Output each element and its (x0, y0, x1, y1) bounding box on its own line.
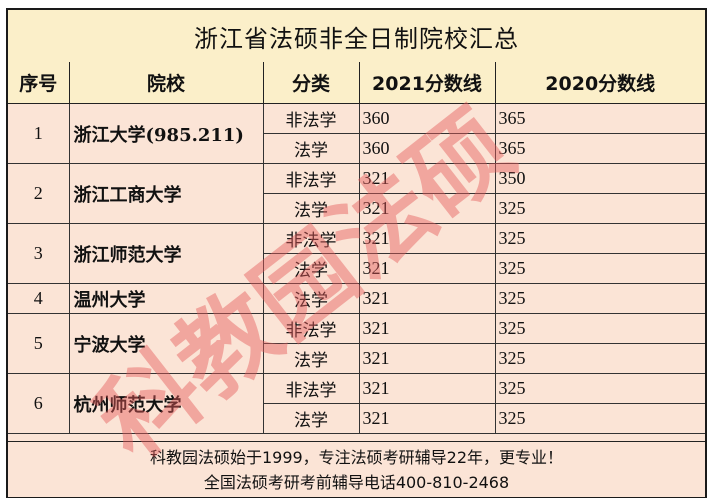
category-cell: 法学 (263, 403, 360, 434)
score-2021-cell: 321 (358, 253, 496, 284)
header-score-2021: 2021分数线 (358, 62, 496, 104)
footer-note: 科教园法硕始于1999，专注法硕考研辅导22年，更专业！ 全国法硕考研考前辅导电… (8, 441, 705, 497)
score-2021-cell: 321 (358, 373, 496, 404)
seq-cell: 2 (8, 163, 70, 224)
score-2021-cell: 321 (358, 163, 496, 194)
score-2020-cell: 325 (494, 253, 705, 284)
score-2021-cell: 321 (358, 283, 496, 314)
table-row: 法学 321 325 (8, 403, 705, 434)
header-school: 院校 (68, 62, 264, 104)
score-2021-cell: 360 (358, 133, 496, 164)
seq-cell: 6 (8, 373, 70, 434)
school-name-cell: 浙江大学(985.211) (68, 103, 264, 164)
table-row: 6 杭州师范大学 非法学 321 325 (8, 373, 705, 434)
score-2020-cell: 325 (494, 283, 705, 314)
footer-line-2: 全国法硕考研考前辅导电话400-810-2468 (203, 472, 510, 492)
score-2020-cell: 365 (494, 103, 705, 134)
category-cell: 法学 (263, 253, 360, 284)
score-table: 序号 院校 分类 2021分数线 2020分数线 1 浙江大学(985.211)… (8, 62, 705, 434)
header-seq: 序号 (8, 62, 70, 104)
category-cell: 非法学 (262, 163, 360, 194)
category-cell: 法学 (263, 193, 360, 224)
school-name-cell: 温州大学 (68, 283, 264, 314)
score-2020-cell: 325 (494, 313, 705, 344)
table-row: 1 浙江大学(985.211) 非法学 360 365 (8, 103, 705, 164)
table-row: 3 浙江师范大学 非法学 321 325 (8, 223, 705, 284)
school-name-cell: 宁波大学 (68, 313, 264, 374)
score-2021-cell: 321 (358, 193, 496, 224)
header-score-2020: 2020分数线 (494, 62, 705, 104)
category-cell: 法学 (262, 283, 360, 314)
score-2021-cell: 321 (358, 313, 496, 344)
category-cell: 非法学 (262, 373, 360, 404)
table-title: 浙江省法硕非全日制院校汇总 (8, 10, 705, 63)
score-2020-cell: 350 (494, 163, 705, 194)
category-cell: 法学 (263, 133, 360, 164)
score-2020-cell: 365 (494, 133, 705, 164)
summary-table-frame: 浙江省法硕非全日制院校汇总 序号 院校 分类 2021分数线 2020分数线 1… (6, 8, 707, 498)
school-name-cell: 杭州师范大学 (68, 373, 264, 434)
seq-cell: 3 (8, 223, 70, 284)
score-2021-cell: 321 (358, 343, 496, 374)
category-cell: 非法学 (262, 103, 360, 134)
table-row: 5 宁波大学 非法学 321 325 (8, 313, 705, 374)
header-category: 分类 (262, 62, 360, 104)
table-row: 法学 321 325 (8, 193, 705, 224)
school-name-cell: 浙江师范大学 (68, 223, 264, 284)
score-2020-cell: 325 (494, 403, 705, 434)
table-row: 法学 360 365 (8, 133, 705, 164)
category-cell: 非法学 (262, 313, 360, 344)
category-cell: 非法学 (262, 223, 360, 254)
header-row: 序号 院校 分类 2021分数线 2020分数线 (8, 62, 705, 104)
score-2020-cell: 325 (494, 223, 705, 254)
score-2020-cell: 325 (494, 193, 705, 224)
table-row: 4 温州大学 法学 321 325 (8, 283, 705, 314)
seq-cell: 4 (8, 283, 70, 314)
seq-cell: 5 (8, 313, 70, 374)
score-2020-cell: 325 (494, 343, 705, 374)
seq-cell: 1 (8, 103, 70, 164)
school-name-cell: 浙江工商大学 (68, 163, 264, 224)
score-2021-cell: 321 (358, 223, 496, 254)
score-2020-cell: 325 (494, 373, 705, 404)
table-row: 2 浙江工商大学 非法学 321 350 (8, 163, 705, 224)
score-2021-cell: 360 (358, 103, 496, 134)
score-2021-cell: 321 (358, 403, 496, 434)
category-cell: 法学 (263, 343, 360, 374)
footer-line-1: 科教园法硕始于1999，专注法硕考研辅导22年，更专业！ (149, 447, 564, 467)
